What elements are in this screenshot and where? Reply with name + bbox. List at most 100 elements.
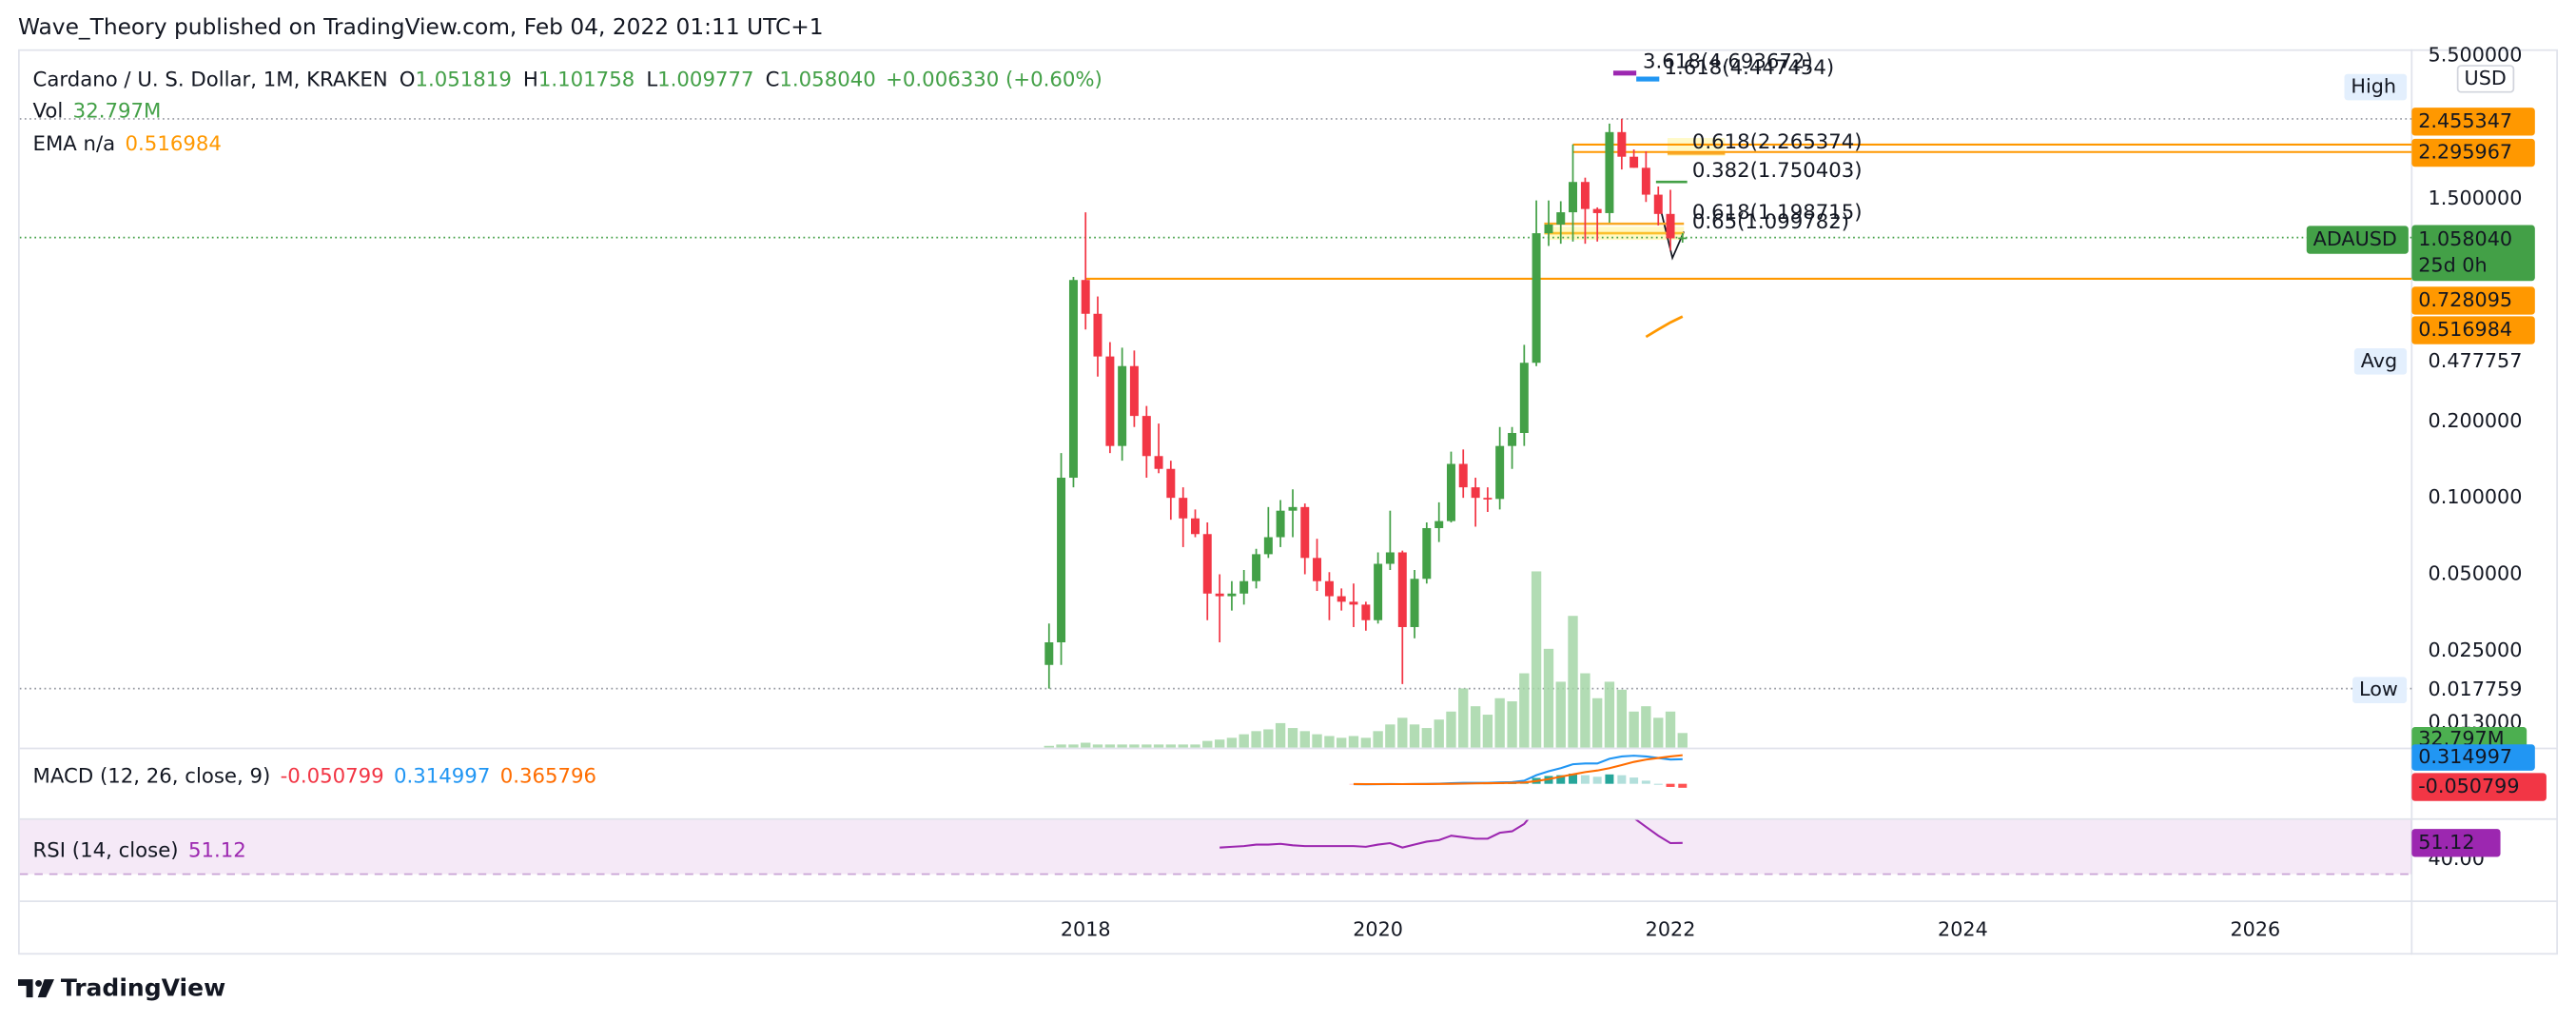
candle-body xyxy=(1617,131,1627,157)
fib-label: 0.65(1.099782) xyxy=(1692,210,1849,234)
volume-bar xyxy=(1165,744,1177,748)
candle-body xyxy=(1508,432,1517,446)
histogram-tag: -0.050799 xyxy=(2418,775,2519,797)
candle-body xyxy=(1154,456,1163,469)
candle-body xyxy=(1434,521,1444,528)
candle-body xyxy=(1422,527,1432,580)
volume-bar xyxy=(1239,734,1249,748)
legend-item: 1.051819 xyxy=(415,69,511,92)
symbol-tag: ADAUSD xyxy=(2313,227,2397,250)
volume-bar xyxy=(1543,648,1554,748)
candle-body xyxy=(1653,194,1663,214)
legend-item: MACD (12, 26, close, 9) xyxy=(33,765,271,789)
candle-body xyxy=(1569,182,1577,213)
candle-body xyxy=(1093,313,1103,357)
volume-bar xyxy=(1117,744,1127,748)
macd-tag-bg xyxy=(2411,744,2535,771)
fib-label: 0.382(1.750403) xyxy=(1692,159,1863,183)
currency-tag-bg xyxy=(2456,65,2515,93)
volume-bar xyxy=(1129,744,1140,748)
y-tick-label: 5.500000 xyxy=(2429,43,2523,66)
logo-mark xyxy=(35,979,43,987)
legend-item: 1.058040 xyxy=(779,69,875,92)
rsi-tag-bg xyxy=(2411,829,2501,857)
ema-line xyxy=(1645,315,1684,339)
volume-bar xyxy=(1458,688,1469,748)
low-value: 0.017759 xyxy=(2429,678,2523,700)
candle-body xyxy=(1105,356,1115,446)
candle-body xyxy=(1179,498,1188,519)
volume-bar xyxy=(1568,616,1578,748)
volume-bar xyxy=(1641,706,1651,748)
histogram-tag-bg xyxy=(2411,773,2547,801)
volume-bar xyxy=(1092,744,1103,748)
candle-body xyxy=(1129,365,1139,417)
macd-histogram-bar xyxy=(1556,775,1566,784)
candle-body xyxy=(1313,558,1322,581)
candle-body xyxy=(1556,212,1566,225)
candle-body xyxy=(1239,580,1249,594)
volume-bar xyxy=(1287,728,1298,748)
candle-body xyxy=(1592,208,1602,213)
avg-tag: Avg xyxy=(2361,349,2397,372)
y-tick-label: 0.100000 xyxy=(2429,485,2523,508)
candle-body xyxy=(1385,552,1395,564)
candle-body xyxy=(1324,580,1334,597)
legend-item: +0.006330 (+0.60%) xyxy=(886,69,1103,92)
legend: Cardano / U. S. Dollar, 1M, KRAKEN O1.051… xyxy=(33,69,1103,92)
volume-bar xyxy=(1153,744,1164,748)
candle-body xyxy=(1580,182,1590,209)
x-tick-label: 2026 xyxy=(2230,917,2280,940)
volume-bar xyxy=(1385,724,1395,748)
candle-body xyxy=(1544,224,1553,234)
legend: EMA n/a 0.516984 xyxy=(33,132,222,156)
macd-histogram-bar xyxy=(1592,776,1602,784)
volume-bar xyxy=(1677,733,1688,748)
candle-body xyxy=(1276,510,1285,538)
rsi-tag: 51.12 xyxy=(2418,831,2474,854)
legend-item: O xyxy=(400,69,416,92)
macd-histogram-bar xyxy=(1605,774,1614,784)
candle-body xyxy=(1666,213,1675,239)
rsi-pane xyxy=(19,819,2412,875)
volume-bar xyxy=(1251,731,1261,748)
overlay: 0.0130000.0250000.0500000.1000000.200000… xyxy=(33,43,2547,940)
volume-bar xyxy=(1629,711,1639,748)
macd-pane xyxy=(1349,754,1688,788)
volume-bar xyxy=(1604,681,1615,748)
candle-body xyxy=(1166,468,1176,499)
volume-bar xyxy=(1555,681,1566,748)
level-tag: 2.295967 xyxy=(2418,141,2512,164)
legend-item: Cardano / U. S. Dollar, 1M, KRAKEN xyxy=(33,69,388,92)
macd-histogram-bar xyxy=(1569,773,1577,784)
legend-item: 32.797M xyxy=(73,99,162,123)
candle-body xyxy=(1263,537,1273,555)
candle-body xyxy=(1349,601,1358,605)
volume-bar xyxy=(1056,744,1066,748)
volume-bar xyxy=(1226,737,1238,748)
macd-histogram-bar xyxy=(1678,783,1688,788)
level-tag-bg xyxy=(2411,108,2535,136)
fib-label: 3.618(4.693672) xyxy=(1643,50,1813,74)
logo-mark xyxy=(37,979,54,998)
x-tick-label: 2022 xyxy=(1646,917,1696,940)
volume-bar xyxy=(1409,724,1420,748)
volume-bar xyxy=(1337,737,1347,748)
legend: Vol 32.797M xyxy=(33,99,162,123)
volume-bar xyxy=(1482,715,1493,748)
volume-bar xyxy=(1446,711,1456,748)
legend-item: 0.314997 xyxy=(394,765,490,789)
high-tag-bg xyxy=(2344,73,2408,101)
candle-body xyxy=(1118,365,1127,446)
candle-body xyxy=(1678,237,1688,240)
candle-body xyxy=(1227,593,1237,597)
ema-tag-bg xyxy=(2411,316,2535,344)
candle-body xyxy=(1641,167,1650,195)
frame xyxy=(17,49,2559,955)
fib-label: 1.618(4.447454) xyxy=(1664,56,1834,80)
low-tag-bg xyxy=(2352,677,2408,704)
candle-body xyxy=(1446,463,1455,521)
volume-bar xyxy=(1531,571,1542,748)
legend-item: L xyxy=(646,69,657,92)
